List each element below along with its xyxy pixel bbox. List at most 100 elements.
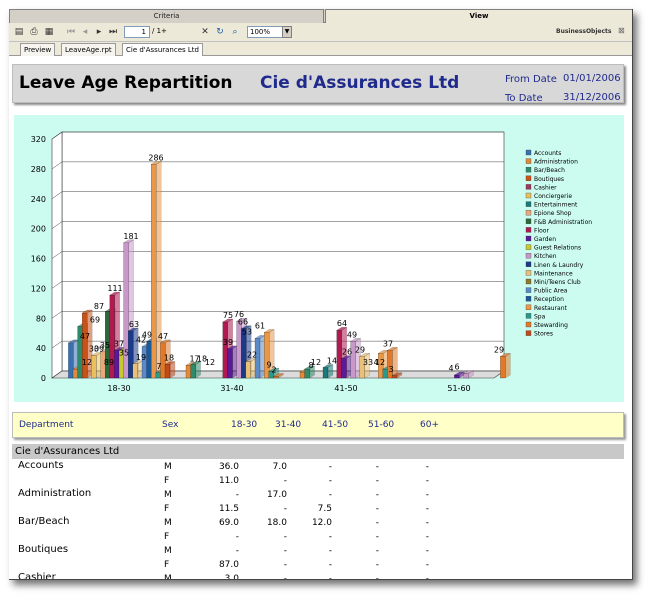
legend-label: Administration (534, 159, 578, 166)
bar-side (169, 361, 176, 379)
table-cell: - (283, 532, 287, 542)
page-number-input[interactable]: 1 (124, 26, 150, 38)
x-tick-label: 41-50 (334, 384, 357, 393)
bar (123, 242, 129, 379)
gridline (51, 131, 504, 140)
legend-swatch (525, 149, 532, 156)
data-label: 12 (311, 358, 321, 367)
bar (264, 332, 270, 379)
legend-swatch (525, 270, 532, 276)
bar (322, 367, 329, 379)
data-label: 22 (247, 351, 257, 360)
export-icon[interactable]: ▤ (14, 27, 24, 37)
sex-value: M (164, 546, 172, 556)
table-cell: 11.5 (218, 504, 239, 514)
data-label: 39 (94, 345, 104, 354)
data-label: 37 (114, 339, 124, 348)
legend-label: Epione Shop (534, 210, 572, 217)
viewer-toolbar: ▤ ⎙ ▦ ⏮ ◂ ▸ ⏭ 1 / 1+ ✕ ↻ ⌕ 100% ▼ Busine… (9, 23, 632, 42)
legend-swatch (525, 330, 532, 336)
data-label: 35 (100, 341, 110, 350)
table-cell: - (425, 532, 429, 542)
legend-label: Bar/Beach (534, 167, 565, 174)
table-cell: 87.0 (218, 560, 239, 570)
table-cell: - (328, 476, 332, 486)
bar (299, 371, 306, 379)
table-cell: - (283, 574, 287, 580)
sex-value: F (164, 476, 170, 486)
zoom-select[interactable]: 100% (247, 26, 283, 38)
tab-report-file[interactable]: LeaveAge.rpt (61, 43, 116, 56)
close-icon[interactable]: ⊠ (618, 26, 625, 35)
data-label: 75 (223, 311, 233, 320)
next-page-icon[interactable]: ▸ (96, 27, 102, 37)
data-label: 64 (337, 319, 347, 328)
legend-label: Garden (534, 236, 556, 243)
table-cell: - (375, 560, 379, 570)
refresh-icon[interactable]: ↻ (216, 27, 224, 37)
table-cell: 11.0 (218, 476, 239, 486)
table-cell: - (283, 504, 287, 514)
table-cell: - (375, 462, 379, 472)
table-cell: 17.0 (266, 490, 287, 500)
legend-swatch (525, 321, 532, 328)
bar-side (309, 365, 315, 379)
tab-criteria[interactable]: Criteria (9, 9, 324, 23)
data-label: 35 (119, 348, 129, 357)
print-icon[interactable]: ⎙ (30, 27, 38, 37)
data-label: 4 (373, 358, 378, 367)
legend-label: Reception (534, 296, 564, 303)
legend-label: Floor (534, 227, 549, 234)
y-tick-label: 280 (31, 165, 46, 174)
legend-label: Public Area (534, 288, 568, 295)
data-label: 42 (136, 336, 146, 345)
bar (454, 374, 460, 379)
x-tick-label: 18-30 (107, 384, 130, 393)
tab-view[interactable]: View (325, 9, 632, 23)
data-label: 181 (123, 232, 138, 241)
previous-page-icon[interactable]: ◂ (82, 27, 88, 37)
company-name: Cie d'Assurances Ltd (260, 73, 460, 93)
department-name: Boutiques (18, 544, 69, 555)
bar (222, 321, 228, 379)
brand-logo: BusinessObjects (556, 28, 612, 35)
y-tick-label: 160 (31, 255, 46, 264)
data-label: 18 (197, 354, 207, 363)
bar (500, 356, 506, 379)
header-41-50: 41-50 (322, 420, 349, 430)
stop-icon[interactable]: ✕ (201, 27, 209, 37)
table-cell: 18.0 (266, 518, 287, 528)
legend-swatch (525, 201, 532, 207)
last-page-icon[interactable]: ⏭ (108, 27, 118, 37)
page-count: / 1+ (152, 27, 167, 35)
y-tick-label: 80 (36, 314, 46, 323)
tab-company[interactable]: Cie d'Assurances Ltd (122, 43, 203, 56)
gridline (51, 191, 504, 199)
legend-label: Conciergerie (534, 193, 572, 200)
data-label: 87 (94, 302, 104, 311)
legend-label: Entertainment (534, 202, 578, 209)
bar (141, 346, 148, 379)
data-label: 12 (82, 358, 92, 367)
tab-preview[interactable]: Preview (20, 43, 56, 56)
data-label: 47 (80, 332, 90, 341)
data-label: 61 (255, 321, 265, 330)
bar-side (396, 372, 403, 379)
sex-value: M (164, 490, 172, 500)
bar-side (468, 370, 474, 379)
group-tree-icon[interactable]: ▦ (44, 27, 54, 37)
legend-swatch (525, 261, 532, 267)
y-tick-label: 200 (31, 225, 46, 234)
legend-label: Cashier (534, 184, 557, 191)
first-page-icon[interactable]: ⏮ (66, 27, 76, 37)
search-icon[interactable]: ⌕ (232, 27, 238, 37)
chevron-down-icon[interactable]: ▼ (282, 26, 292, 38)
data-label: 49 (142, 330, 152, 339)
table-cell: 7.5 (317, 504, 332, 514)
table-cell: - (425, 518, 429, 528)
bar (382, 368, 388, 379)
bar (304, 368, 310, 379)
legend-label: Accounts (534, 150, 561, 157)
legend-label: Mini/Teens Club (534, 279, 581, 286)
data-label: 12 (375, 358, 385, 367)
